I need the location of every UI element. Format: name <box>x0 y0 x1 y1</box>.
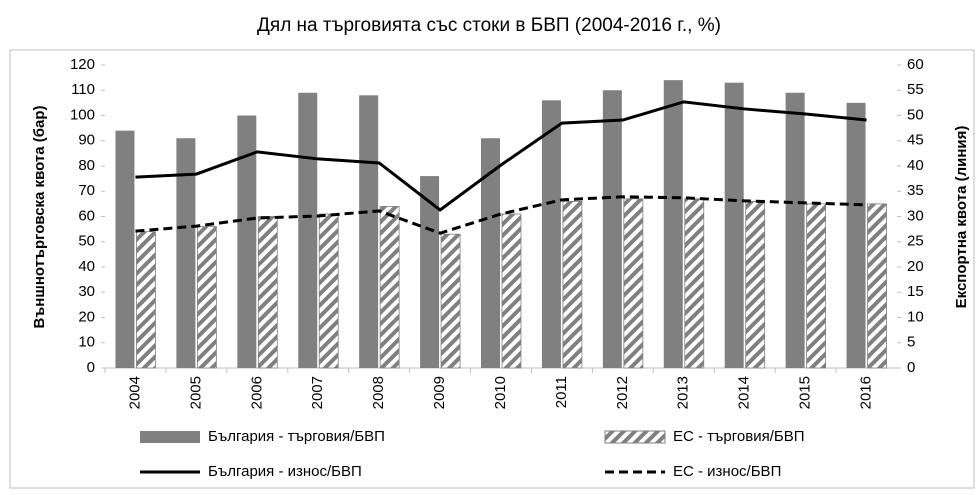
y2-tick-label: 0 <box>907 359 915 376</box>
y-axis-title: Външнотърговска квота (бар) <box>31 106 48 329</box>
y2-tick-label: 50 <box>907 106 924 123</box>
bar <box>176 138 196 368</box>
bar <box>541 100 561 368</box>
bar <box>602 90 622 368</box>
y2-tick-label: 15 <box>907 283 924 300</box>
legend-label: ЕС - търговия/БВП <box>673 428 805 445</box>
bar <box>663 80 683 369</box>
y-tick-label: 40 <box>78 258 95 275</box>
bar <box>846 102 866 368</box>
bar <box>298 92 318 369</box>
x-tick-label: 2011 <box>553 376 570 408</box>
y2-tick-label: 55 <box>907 81 924 98</box>
y-tick-label: 60 <box>78 207 95 224</box>
y-tick-label: 90 <box>78 132 95 149</box>
x-tick-label: 2016 <box>858 376 875 409</box>
y-tick-label: 100 <box>70 106 95 123</box>
y-tick-label: 30 <box>78 283 95 300</box>
y2-tick-label: 5 <box>907 334 915 351</box>
bar <box>867 203 887 369</box>
bar <box>379 205 400 369</box>
y2-tick-label: 25 <box>907 233 924 250</box>
y-tick-label: 110 <box>71 81 95 98</box>
bar <box>196 226 217 369</box>
y2-tick-label: 35 <box>907 182 924 199</box>
x-tick-label: 2014 <box>736 376 753 409</box>
legend-label: ЕС - износ/БВП <box>673 463 781 480</box>
y2-tick-label: 40 <box>907 157 924 174</box>
legend-label: България - износ/БВП <box>208 463 362 480</box>
bar <box>806 203 827 369</box>
bar <box>481 138 500 368</box>
chart-title: Дял на търговията със стоки в БВП (2004-… <box>257 15 721 36</box>
x-tick-label: 2005 <box>187 376 204 409</box>
line <box>135 100 867 212</box>
y-tick-label: 80 <box>78 157 95 174</box>
x-tick-label: 2009 <box>431 376 448 409</box>
bar <box>501 213 522 369</box>
y2-tick-label: 20 <box>907 258 924 275</box>
x-tick-label: 2013 <box>675 376 692 409</box>
x-tick-label: 2012 <box>614 376 631 409</box>
bar <box>785 92 805 369</box>
y2-tick-label: 45 <box>907 132 924 149</box>
x-tick-label: 2010 <box>492 376 509 409</box>
y-tick-label: 70 <box>78 182 95 199</box>
bar <box>136 231 156 369</box>
legend-swatch <box>604 430 666 444</box>
bar <box>318 213 339 369</box>
y-tick-label: 0 <box>87 359 95 376</box>
chart-frame <box>9 49 975 489</box>
line <box>135 195 867 235</box>
legend-swatch <box>140 431 200 443</box>
legend-label: България - търговия/БВП <box>208 428 385 445</box>
bar <box>684 198 705 369</box>
x-tick-label: 2008 <box>370 376 387 409</box>
bar <box>257 216 278 369</box>
bar <box>745 200 766 369</box>
y-tick-label: 10 <box>78 334 95 351</box>
y-tick-label: 20 <box>78 308 95 325</box>
y2-tick-label: 60 <box>907 56 924 73</box>
x-tick-label: 2006 <box>248 376 265 409</box>
y2-tick-label: 30 <box>907 207 924 224</box>
bar <box>623 198 644 369</box>
bar <box>237 115 257 368</box>
bar <box>115 130 135 368</box>
bar <box>420 176 440 368</box>
y-tick-label: 120 <box>70 56 95 73</box>
x-tick-label: 2015 <box>797 376 814 409</box>
bar <box>724 82 744 369</box>
bar <box>440 233 461 369</box>
bar <box>562 200 583 369</box>
y2-axis-title: Експортна квота (линия) <box>953 126 970 309</box>
x-tick-label: 2007 <box>309 376 326 409</box>
y-tick-label: 50 <box>78 233 95 250</box>
bar <box>359 95 379 369</box>
y2-tick-label: 10 <box>907 308 924 325</box>
x-tick-label: 2004 <box>126 376 143 409</box>
